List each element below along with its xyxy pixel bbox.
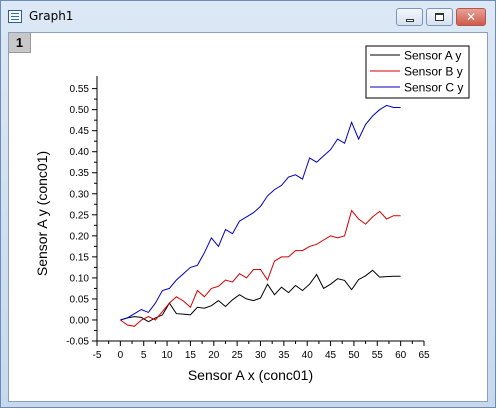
- y-tick-label: 0.40: [70, 147, 90, 158]
- x-tick-label: -5: [93, 350, 102, 361]
- line-chart[interactable]: -5 0 5 10 15 20 25 30 35 40 45 50 55 60 65 -0.05 0.00 0.0…: [9, 33, 487, 401]
- y-tick-label: 0.10: [70, 273, 90, 284]
- x-tick-label: 20: [208, 350, 220, 361]
- y-tick-label: 0.25: [70, 210, 90, 221]
- legend-label: Sensor C y: [404, 81, 463, 95]
- maximize-icon: [435, 13, 444, 21]
- x-tick-label: 15: [185, 350, 197, 361]
- y-tick-label: 0.30: [70, 189, 90, 200]
- layer-tab[interactable]: 1: [9, 33, 31, 53]
- axes: -5 0 5 10 15 20 25 30 35 40 45 50 55 60 65 -0.05 0.00 0.0…: [66, 76, 430, 361]
- x-tick-label: 30: [255, 350, 267, 361]
- y-tick-label: 0.35: [70, 168, 90, 179]
- y-tick-label: 0.50: [70, 105, 90, 116]
- minimize-icon: [405, 18, 414, 22]
- close-icon: ✕: [465, 10, 477, 24]
- x-tick-label: 0: [118, 350, 124, 361]
- x-tick-label: 10: [162, 350, 174, 361]
- legend-label: Sensor A y: [404, 49, 461, 63]
- y-tick-label: 0.15: [70, 252, 90, 263]
- legend: Sensor A y Sensor B y Sensor C y: [365, 45, 470, 99]
- graph-page[interactable]: 1 -5 0 5 10 15 20 25 30 35 40 45 50 55 60 65 -0.05 0.00 0…: [8, 32, 488, 402]
- x-tick-label: 65: [418, 350, 430, 361]
- x-tick-label: 60: [395, 350, 407, 361]
- x-tick-label: 40: [302, 350, 314, 361]
- x-tick-label: 45: [325, 350, 337, 361]
- graph-window-icon[interactable]: [8, 10, 22, 23]
- x-tick-label: 50: [348, 350, 360, 361]
- x-tick-label: 35: [278, 350, 290, 361]
- x-axis-label: Sensor A x (conc01): [188, 367, 313, 383]
- minimize-button[interactable]: [396, 8, 423, 26]
- series-line: [120, 269, 401, 323]
- y-tick-label: 0.00: [70, 315, 90, 326]
- y-tick-label: -0.05: [66, 337, 89, 348]
- title-bar[interactable]: Graph1 ✕: [1, 1, 495, 31]
- y-tick-label: 0.55: [70, 84, 90, 95]
- y-tick-label: 0.05: [70, 294, 90, 305]
- y-tick-label: 0.20: [70, 231, 90, 242]
- x-tick-label: 5: [141, 350, 147, 361]
- window-title: Graph1: [29, 9, 74, 23]
- y-axis-label: Sensor A y (conc01): [34, 151, 50, 276]
- series-line: [120, 104, 401, 321]
- series-line: [120, 209, 401, 327]
- legend-label: Sensor B y: [404, 65, 463, 79]
- x-tick-label: 55: [372, 350, 384, 361]
- y-tick-label: 0.45: [70, 126, 90, 137]
- maximize-button[interactable]: [426, 8, 453, 26]
- x-tick-label: 25: [232, 350, 244, 361]
- close-button[interactable]: ✕: [456, 8, 486, 26]
- series-lines: [120, 104, 401, 327]
